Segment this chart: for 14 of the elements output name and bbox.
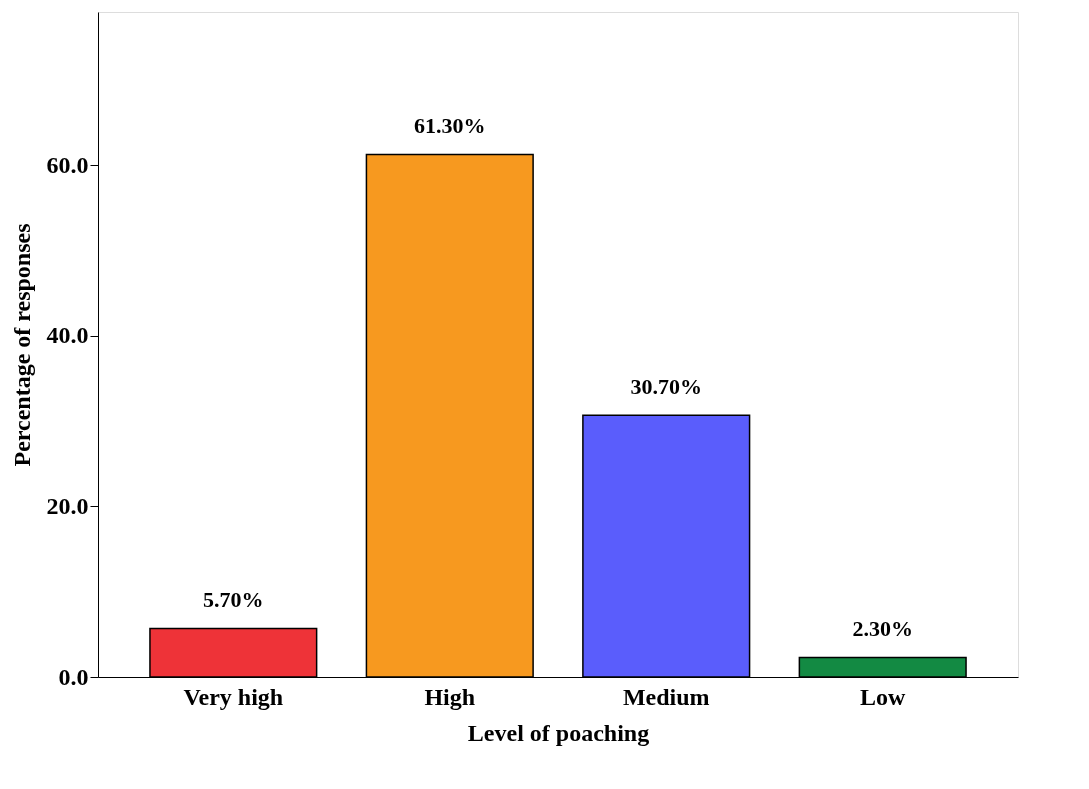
y-tick-label: 60.0 bbox=[46, 151, 89, 178]
y-tick-label: 0.0 bbox=[58, 663, 89, 690]
data-label: 61.30% bbox=[414, 113, 486, 139]
x-tick-label: Low bbox=[860, 683, 907, 710]
x-axis-title: Level of poaching bbox=[467, 719, 650, 746]
y-tick-label: 20.0 bbox=[46, 492, 89, 519]
data-label: 5.70% bbox=[203, 587, 264, 613]
x-tick-label: High bbox=[424, 683, 476, 710]
x-tick-label: Medium bbox=[622, 683, 710, 710]
y-axis-title: Percentage of responses bbox=[8, 223, 35, 467]
data-label: 2.30% bbox=[852, 616, 913, 642]
x-tick-label: Very high bbox=[183, 683, 284, 710]
data-label: 30.70% bbox=[630, 374, 702, 400]
y-tick-label: 40.0 bbox=[46, 322, 89, 349]
